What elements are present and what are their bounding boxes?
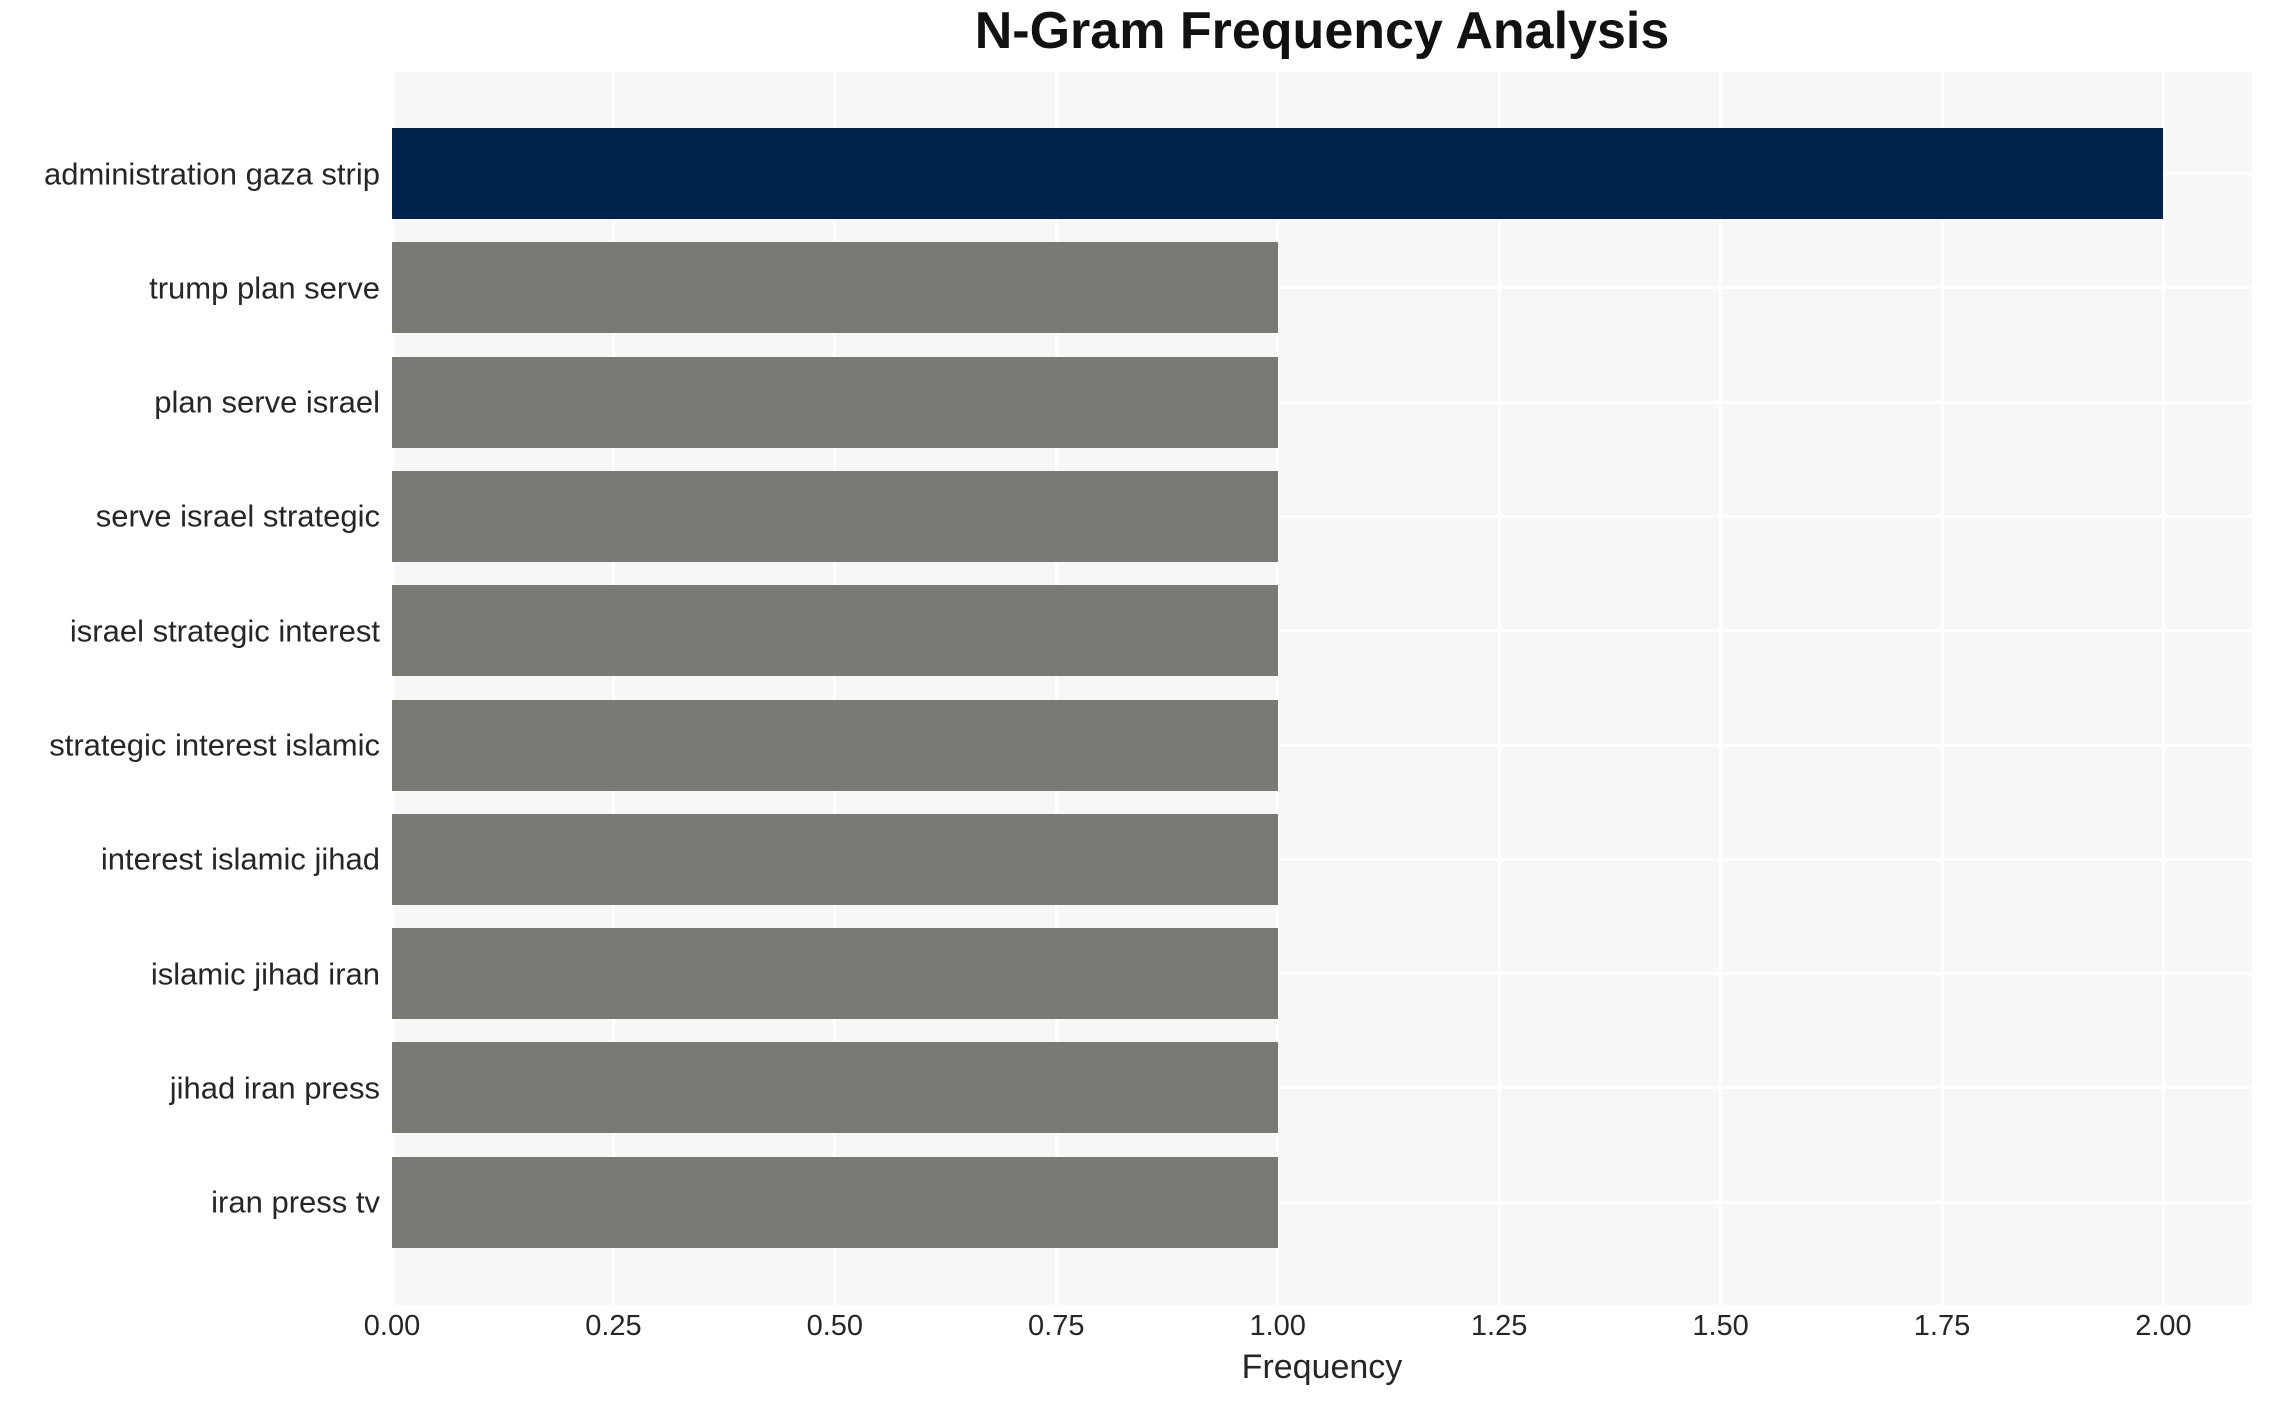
gridline-vertical <box>1940 72 1944 1305</box>
bar <box>392 928 1278 1020</box>
x-tick-label: 1.50 <box>1692 1310 1749 1342</box>
bar <box>392 1042 1278 1134</box>
gridline-vertical <box>1054 72 1058 1305</box>
bar <box>392 242 1278 334</box>
chart-title: N-Gram Frequency Analysis <box>974 2 1670 60</box>
y-tick-label: serve israel strategic <box>95 498 380 534</box>
bar <box>392 585 1278 677</box>
bar <box>392 128 2164 219</box>
x-tick-label: 1.75 <box>1913 1310 1971 1342</box>
gridline-horizontal <box>392 1086 2252 1090</box>
y-tick-label: jihad iran press <box>169 1070 380 1106</box>
y-tick-label: administration gaza strip <box>44 156 380 191</box>
plot-area <box>390 72 2252 1305</box>
gridline-horizontal <box>392 629 2252 633</box>
y-tick-label: islamic jihad iran <box>150 956 380 992</box>
gridline-vertical <box>2161 72 2165 1305</box>
x-tick-label: 0.25 <box>585 1310 642 1342</box>
gridline-horizontal <box>392 857 2252 861</box>
gridline-horizontal <box>392 514 2252 518</box>
y-tick-label: iran press tv <box>211 1184 380 1220</box>
y-tick-label: trump plan serve <box>149 270 380 306</box>
x-tick-label: 1.25 <box>1470 1310 1528 1342</box>
gridline-vertical <box>1497 72 1501 1305</box>
x-axis-title: Frequency <box>1241 1348 1403 1386</box>
gridline-vertical <box>833 72 837 1305</box>
gridline-horizontal <box>392 400 2252 404</box>
gridline-horizontal <box>392 286 2252 290</box>
x-tick-label: 0.75 <box>1028 1310 1085 1342</box>
gridline-vertical <box>611 72 615 1305</box>
y-tick-label: plan serve israel <box>154 384 380 420</box>
y-tick-label: strategic interest islamic <box>49 727 380 763</box>
bar <box>392 813 1278 905</box>
bar <box>392 470 1278 562</box>
bar <box>392 699 1278 791</box>
bar <box>392 1156 1278 1248</box>
gridline-horizontal <box>392 972 2252 976</box>
gridline-horizontal <box>392 743 2252 747</box>
gridline-vertical <box>1719 72 1723 1305</box>
gridline-vertical <box>1276 72 1280 1305</box>
x-tick-label: 2.00 <box>2135 1310 2192 1342</box>
x-tick-label: 0.00 <box>363 1310 421 1342</box>
y-tick-label: israel strategic interest <box>69 613 380 649</box>
x-tick-label: 1.00 <box>1249 1310 1306 1342</box>
bar <box>392 356 1278 448</box>
x-tick-label: 0.50 <box>806 1310 864 1342</box>
y-tick-label: interest islamic jihad <box>100 841 380 877</box>
gridline-horizontal <box>392 1200 2252 1204</box>
gridline-vertical <box>390 72 394 1305</box>
